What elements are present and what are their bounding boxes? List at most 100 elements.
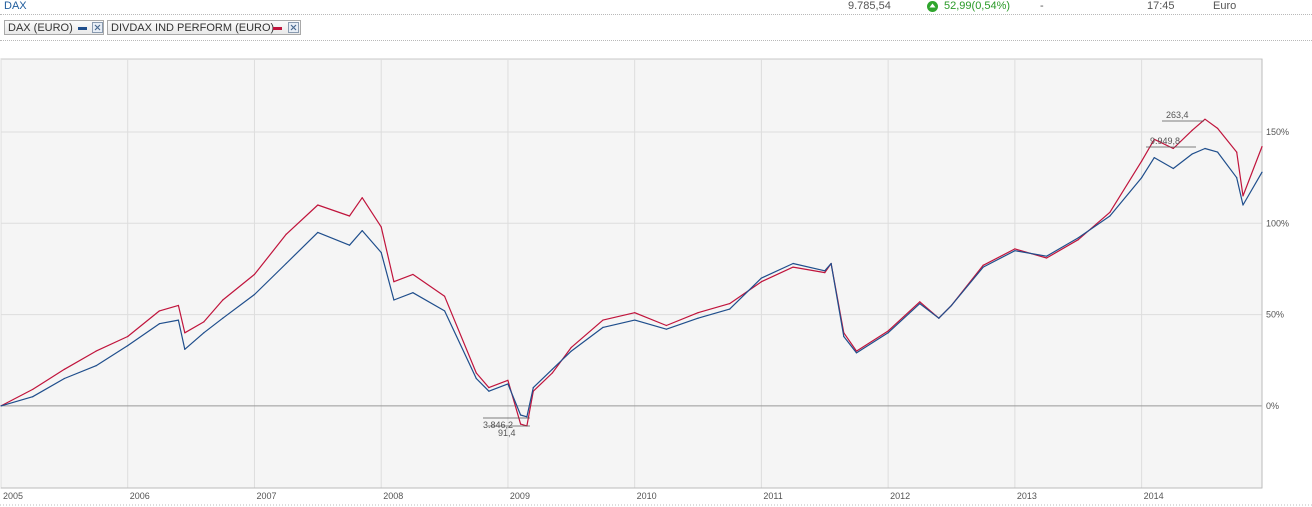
data-point-divdax [919,301,921,303]
y-tick-label: 100% [1266,218,1289,228]
data-point-dax [507,383,509,385]
data-point-dax [380,251,382,254]
data-point-divdax [1261,146,1263,148]
data-point-divdax [602,319,604,321]
data-point-divdax [1242,195,1244,197]
data-point-divdax [1014,248,1016,250]
data-point-divdax [348,215,351,217]
data-point-divdax [520,423,522,425]
legend-swatch [273,27,282,30]
x-tick-label: 2012 [890,491,910,501]
data-point-dax [1045,255,1048,257]
data-point-dax [843,335,845,338]
quote-separator: - [1040,0,1044,12]
data-point-dax [634,319,636,321]
data-point-divdax [380,226,382,228]
data-point-dax [0,405,2,407]
data-point-dax [919,303,921,305]
x-tick-label: 2010 [637,491,657,501]
plot-area [0,58,1263,489]
data-point-divdax [412,273,414,276]
series-line-divdax [0,118,1263,427]
x-tick-label: 2014 [1144,491,1164,501]
data-point-dax [982,266,984,268]
data-point-divdax [203,321,205,323]
data-point-divdax [1077,239,1079,241]
data-point-dax [222,317,224,319]
instrument-name-link[interactable]: DAX [4,0,27,12]
close-icon[interactable] [288,22,299,33]
data-point-dax [1153,156,1155,159]
data-point-divdax [855,350,858,352]
data-point-divdax [1045,257,1048,259]
x-tick-label: 2006 [130,491,150,501]
data-point-divdax [665,324,667,327]
data-point-divdax [184,332,186,334]
data-point-divdax [1153,138,1155,140]
data-point-divdax [887,330,889,332]
data-point-dax [63,377,65,380]
data-point-divdax [95,350,97,352]
header-divider [0,14,1312,15]
data-point-divdax [634,312,636,314]
data-point-dax [532,386,534,389]
data-point-divdax [1191,129,1193,131]
data-point-dax [938,317,940,319]
data-point-dax [177,319,180,321]
legend-chip-dax[interactable]: DAX (EURO) [4,20,104,35]
annotation-label: 9.949,8 [1150,136,1180,146]
data-point-dax [253,293,256,296]
data-point-dax [602,326,604,328]
data-point-divdax [393,281,395,283]
data-point-divdax [824,271,826,274]
data-point-dax [1204,147,1206,150]
data-point-dax [830,262,832,265]
data-point-dax [526,416,528,418]
data-point-dax [729,308,731,310]
data-point-divdax [1236,151,1238,153]
annotation-label: 3.846,2 [483,420,513,430]
x-tick-label: 2011 [763,491,782,501]
legend-swatch [78,27,87,30]
quote-row: DAX 9.785,54 52,99(0,54%) - 17:45 Euro [0,0,1312,13]
data-point-dax [488,390,490,392]
data-point-dax [32,396,34,398]
x-tick-label: 2013 [1017,491,1037,501]
data-point-divdax [551,372,553,374]
quote-time: 17:45 [1147,0,1175,12]
data-point-divdax [127,335,129,338]
data-point-dax [127,345,129,347]
quote-currency: Euro [1213,0,1237,12]
data-point-divdax [158,310,161,312]
legend-chip-divdax[interactable]: DIVDAX IND PERFORM (EURO) [107,20,301,35]
data-point-divdax [1172,147,1174,150]
data-point-dax [1077,237,1079,239]
x-tick-label: 2008 [383,491,403,501]
data-point-divdax [443,295,446,297]
y-tick-label: 50% [1266,310,1284,320]
annotation-label: 263,4 [1166,110,1189,120]
data-point-dax [158,323,161,325]
data-point-divdax [570,346,572,349]
data-point-dax [1236,177,1238,179]
arrow-up-icon [927,1,938,12]
series-line-dax [0,147,1263,418]
legend-label: DAX (EURO) [8,22,73,34]
data-point-divdax [1141,160,1143,162]
data-point-divdax [507,379,509,381]
data-point-dax [203,332,205,334]
data-point-dax [361,230,363,232]
data-point-dax [1014,250,1016,252]
data-point-dax [792,262,794,265]
data-point-divdax [222,299,224,301]
data-point-dax [887,332,889,334]
x-tick-label: 2009 [510,491,530,501]
close-icon[interactable] [92,22,103,33]
data-point-dax [95,365,97,367]
data-point-dax [475,377,477,380]
data-point-dax [285,262,287,265]
data-point-divdax [177,304,180,307]
data-point-dax [1261,171,1263,173]
data-point-dax [950,304,953,307]
